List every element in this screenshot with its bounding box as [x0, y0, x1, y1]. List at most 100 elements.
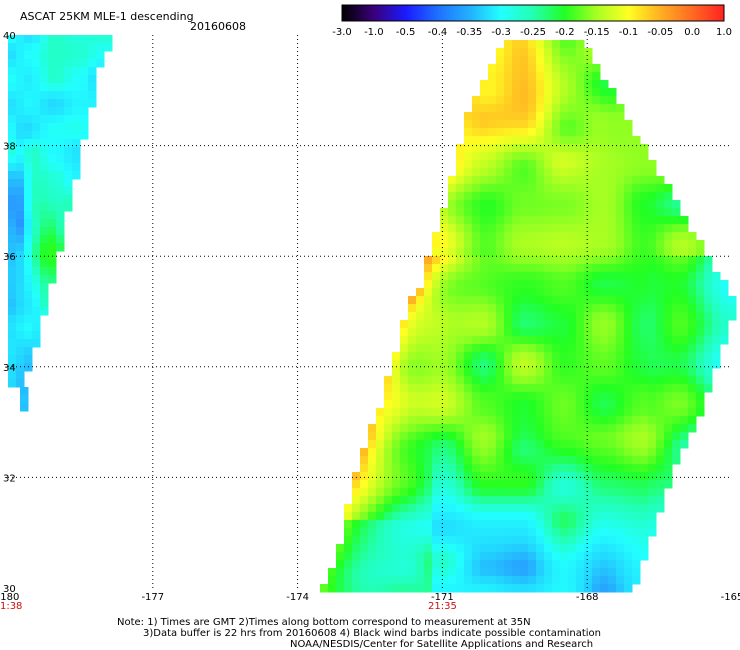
swath-cell: [48, 227, 57, 236]
swath-cell: [648, 160, 657, 169]
swath-cell: [664, 432, 673, 441]
swath-cell: [456, 544, 465, 553]
swath-cell: [680, 296, 689, 305]
swath-cell: [552, 136, 561, 145]
swath-cell: [568, 320, 577, 329]
swath-cell: [320, 584, 329, 593]
swath-cell: [608, 232, 617, 241]
swath-cell: [664, 472, 673, 481]
swath-cell: [600, 224, 609, 233]
swath-cell: [472, 328, 481, 337]
swath-cell: [576, 192, 585, 201]
swath-cell: [544, 72, 553, 81]
swath-cell: [648, 512, 657, 521]
swath-cell: [88, 35, 97, 44]
swath-cell: [600, 336, 609, 345]
swath-cell: [16, 99, 25, 108]
swath-cell: [504, 320, 513, 329]
swath-cell: [528, 560, 537, 569]
swath-cell: [440, 240, 449, 249]
swath-cell: [480, 440, 489, 449]
swath-cell: [440, 408, 449, 417]
swath-cell: [600, 264, 609, 273]
swath-cell: [592, 480, 601, 489]
swath-cell: [584, 360, 593, 369]
swath-cell: [560, 368, 569, 377]
swath-cell: [64, 43, 73, 52]
swath-cell: [544, 464, 553, 473]
swath-cell: [640, 472, 649, 481]
swath-cell: [576, 520, 585, 529]
swath-cell: [576, 112, 585, 121]
swath-cell: [608, 336, 617, 345]
swath-cell: [680, 336, 689, 345]
swath-cell: [664, 200, 673, 209]
swath-cell: [568, 408, 577, 417]
swath-cell: [376, 512, 385, 521]
swath-cell: [424, 392, 433, 401]
swath-cell: [552, 360, 561, 369]
swath-cell: [552, 552, 561, 561]
lat-tick-label: 30: [3, 584, 16, 595]
swath-cell: [504, 552, 513, 561]
swath-cell: [40, 219, 49, 228]
swath-cell: [536, 192, 545, 201]
swath-cell: [40, 235, 49, 244]
swath-cell: [656, 448, 665, 457]
swath-cell: [464, 176, 473, 185]
swath-cell: [568, 368, 577, 377]
swath-cell: [512, 280, 521, 289]
swath-cell: [600, 280, 609, 289]
swath-cell: [712, 272, 721, 281]
swath-cell: [648, 432, 657, 441]
swath-cell: [656, 472, 665, 481]
swath-cell: [520, 576, 529, 585]
swath-cell: [496, 160, 505, 169]
swath-cell: [376, 488, 385, 497]
swath-cell: [656, 224, 665, 233]
swath-cell: [384, 464, 393, 473]
swath-cell: [496, 272, 505, 281]
swath-cell: [72, 75, 81, 84]
swath-cell: [64, 75, 73, 84]
swath-cell: [520, 48, 529, 57]
swath-cell: [536, 544, 545, 553]
swath-cell: [464, 528, 473, 537]
swath-cell: [496, 280, 505, 289]
swath-cell: [8, 99, 17, 108]
swath-cell: [24, 291, 33, 300]
swath-cell: [704, 328, 713, 337]
swath-cell: [400, 320, 409, 329]
swath-cell: [16, 339, 25, 348]
swath-cell: [512, 200, 521, 209]
swath-cell: [504, 344, 513, 353]
swath-cell: [504, 440, 513, 449]
swath-cell: [648, 456, 657, 465]
swath-cell: [512, 232, 521, 241]
swath-cell: [16, 115, 25, 124]
swath-cell: [480, 176, 489, 185]
swath-cell: [456, 200, 465, 209]
swath-cell: [552, 328, 561, 337]
swath-cell: [456, 472, 465, 481]
swath-cell: [560, 288, 569, 297]
swath-cell: [480, 384, 489, 393]
swath-cell: [48, 123, 57, 132]
swath-cell: [424, 312, 433, 321]
swath-cell: [520, 304, 529, 313]
swath-cell: [408, 456, 417, 465]
swath-cell: [72, 115, 81, 124]
swath-cell: [688, 304, 697, 313]
swath-cell: [592, 512, 601, 521]
swath-cell: [544, 104, 553, 113]
colorbar-label: -0.35: [456, 27, 482, 38]
swath-cell: [8, 275, 17, 284]
swath-cell: [552, 536, 561, 545]
swath-cell: [344, 504, 353, 513]
swath-cell: [464, 568, 473, 577]
swath-cell: [640, 152, 649, 161]
swath-cell: [448, 360, 457, 369]
swath-cell: [32, 227, 41, 236]
swath-cell: [32, 51, 41, 60]
swath-cell: [8, 323, 17, 332]
